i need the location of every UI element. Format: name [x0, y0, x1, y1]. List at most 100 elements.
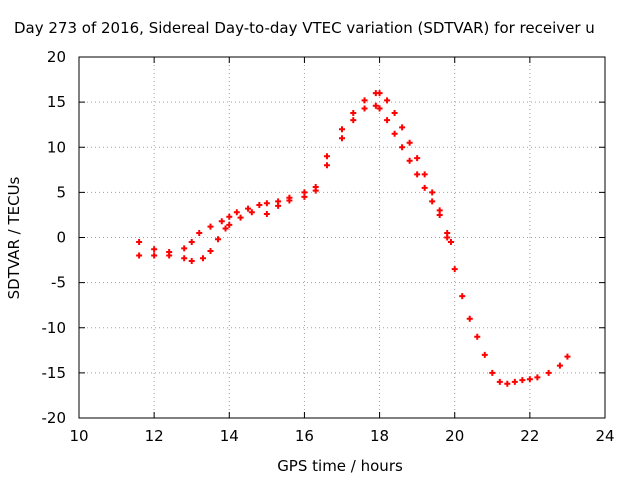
- data-point: [263, 211, 270, 218]
- data-point: [496, 378, 503, 385]
- data-point: [350, 117, 357, 124]
- data-point: [564, 353, 571, 360]
- data-point: [323, 153, 330, 160]
- data-point: [429, 198, 436, 205]
- data-point: [376, 105, 383, 112]
- data-point: [207, 223, 214, 230]
- data-point: [399, 144, 406, 151]
- data-point: [511, 378, 518, 385]
- data-point: [323, 162, 330, 169]
- series-2: [136, 90, 571, 387]
- data-point: [526, 376, 533, 383]
- data-point: [181, 255, 188, 262]
- data-point: [136, 252, 143, 259]
- x-tick-label: 16: [295, 427, 314, 445]
- data-point: [504, 380, 511, 387]
- data-point: [256, 202, 263, 209]
- data-point: [444, 234, 451, 241]
- data-point: [545, 369, 552, 376]
- data-point: [429, 189, 436, 196]
- data-point: [481, 351, 488, 358]
- x-tick-label: 10: [69, 427, 88, 445]
- y-tick-label: 10: [47, 138, 66, 156]
- data-point: [275, 202, 282, 209]
- y-tick-label: 20: [47, 48, 66, 66]
- x-tick-label: 20: [445, 427, 464, 445]
- data-point: [421, 171, 428, 178]
- data-point: [556, 362, 563, 369]
- data-point: [436, 207, 443, 214]
- data-point: [245, 205, 252, 212]
- axis-ticks: [78, 56, 606, 419]
- y-tick-label: 0: [56, 229, 66, 247]
- data-point: [474, 333, 481, 340]
- data-point: [372, 102, 379, 109]
- data-point: [414, 155, 421, 162]
- y-tick-label: -10: [42, 319, 67, 337]
- y-axis-label: SDTVAR / TECUs: [5, 176, 23, 299]
- data-point: [248, 209, 255, 216]
- y-tick-label: 15: [47, 93, 66, 111]
- data-point: [188, 239, 195, 246]
- data-point: [361, 105, 368, 112]
- data-point: [218, 218, 225, 225]
- series-1: [136, 102, 454, 259]
- data-point: [376, 90, 383, 97]
- data-point: [421, 184, 428, 191]
- data-point: [301, 189, 308, 196]
- data-point: [489, 369, 496, 376]
- data-point: [459, 293, 466, 300]
- data-point: [166, 252, 173, 259]
- data-point: [391, 130, 398, 137]
- chart-title: Day 273 of 2016, Sidereal Day-to-day VTE…: [14, 19, 595, 37]
- y-tick-label: 5: [56, 183, 66, 201]
- data-point: [181, 245, 188, 252]
- data-point: [447, 239, 454, 246]
- data-point: [406, 139, 413, 146]
- grid: [79, 57, 605, 418]
- y-tick-label: -15: [42, 364, 67, 382]
- data-point: [222, 225, 229, 232]
- x-tick-label: 12: [145, 427, 164, 445]
- data-point: [350, 109, 357, 116]
- data-point: [151, 246, 158, 253]
- data-point: [406, 157, 413, 164]
- data-point: [391, 109, 398, 116]
- data-point: [226, 213, 233, 220]
- x-tick-label: 24: [595, 427, 614, 445]
- data-point: [534, 374, 541, 381]
- x-axis-label: GPS time / hours: [277, 457, 403, 475]
- data-point: [226, 221, 233, 228]
- y-tick-label: -20: [42, 409, 67, 427]
- data-point: [519, 377, 526, 384]
- data-point: [312, 183, 319, 190]
- data-point: [188, 257, 195, 264]
- data-points: [136, 90, 571, 387]
- data-point: [199, 255, 206, 262]
- x-tick-label: 18: [370, 427, 389, 445]
- data-point: [233, 209, 240, 216]
- data-point: [196, 229, 203, 236]
- data-point: [286, 194, 293, 201]
- data-point: [399, 124, 406, 131]
- data-point: [384, 97, 391, 104]
- x-tick-label: 22: [520, 427, 539, 445]
- data-point: [136, 239, 143, 246]
- data-point: [414, 171, 421, 178]
- y-tick-label: -5: [51, 274, 66, 292]
- data-point: [466, 315, 473, 322]
- x-tick-label: 14: [220, 427, 239, 445]
- data-point: [237, 214, 244, 221]
- data-point: [384, 117, 391, 124]
- data-point: [263, 200, 270, 207]
- data-point: [451, 266, 458, 273]
- data-point: [361, 97, 368, 104]
- data-point: [339, 126, 345, 133]
- data-point: [151, 252, 158, 259]
- data-point: [207, 248, 214, 255]
- tick-labels: 10 12 14 16 18 20 22 24 -20 -15 -10 -5 0 5 10 15 20: [42, 48, 615, 445]
- data-point: [215, 236, 222, 243]
- data-point: [339, 135, 345, 142]
